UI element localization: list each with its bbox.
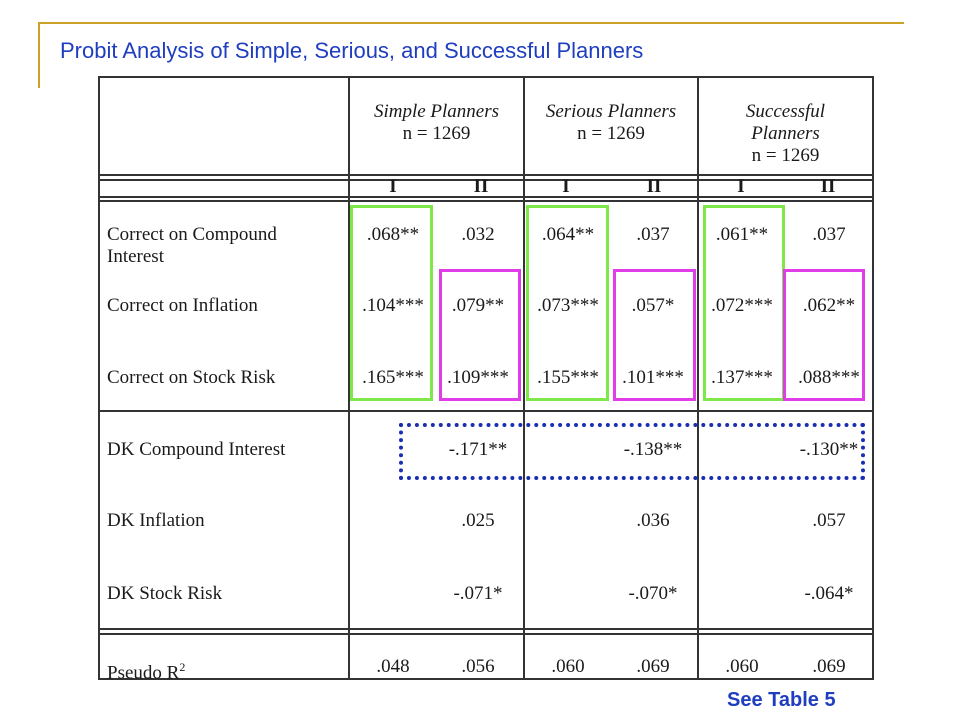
table-cell: .061** [715,224,769,245]
table-cell: .109*** [447,367,509,388]
col-sep-3 [697,76,699,680]
row-label: Correct on Inflation [107,295,258,316]
table-cell: .165*** [362,367,424,388]
row-sep-models-b [98,200,874,202]
row-label: DK Inflation [107,510,205,531]
table-cell: .072*** [711,295,773,316]
table-cell: -.070* [628,583,678,604]
table-cell: .056 [461,656,495,677]
model-label: I [389,176,397,197]
probit-table: Simple Planners n = 1269 Serious Planner… [98,76,874,683]
row-label: DK Compound Interest [107,439,286,460]
table-border-top [98,76,874,78]
model-label: II [646,176,662,197]
table-cell: .032 [461,224,495,245]
highlight-box-simple-model-i [350,205,433,401]
table-border-right [872,76,874,680]
row-label: DK Stock Risk [107,583,223,604]
table-cell: .104*** [362,295,424,316]
table-cell: .062** [802,295,856,316]
table-cell: .155*** [537,367,599,388]
group-header-simple: Simple Planners n = 1269 [373,101,500,144]
model-label: II [473,176,489,197]
row-label: Correct on Stock Risk [107,367,276,388]
table-cell: .057* [631,295,675,316]
row-sep-header-a [98,174,874,176]
model-label: II [820,176,836,197]
decor-top-line [38,22,904,24]
pseudo-r2-label: Pseudo R2 [107,660,186,684]
row-sep-models-a [98,196,874,198]
decor-left-line [38,22,40,88]
table-border-bottom [98,678,874,680]
table-cell: .060 [725,656,759,677]
table-cell: .064** [541,224,595,245]
highlight-box-serious-model-ii [613,269,696,401]
col-sep-2 [523,76,525,680]
table-cell: .068** [366,224,420,245]
table-cell: .048 [376,656,410,677]
row-sep-r2-b [98,633,874,635]
table-border-left [98,76,100,680]
row-sep-dk [98,410,874,412]
table-cell: -.138** [623,439,683,460]
model-label: I [562,176,570,197]
table-cell: .079** [451,295,505,316]
highlight-box-simple-model-ii [439,269,521,401]
highlight-box-serious-model-i [526,205,609,401]
table-cell: -.130** [799,439,859,460]
table-cell: .037 [636,224,670,245]
table-cell: .069 [636,656,670,677]
model-label: I [737,176,745,197]
group-header-successful: Successful Planners n = 1269 [745,101,826,166]
table-cell: .073*** [537,295,599,316]
see-table-link[interactable]: See Table 5 [727,689,836,711]
highlight-box-successful-model-ii [783,269,865,401]
table-cell: .037 [812,224,846,245]
row-label: Correct on Compound Interest [107,224,277,267]
table-cell: .057 [812,510,846,531]
table-cell: .137*** [711,367,773,388]
row-sep-r2-a [98,628,874,630]
highlight-box-successful-model-i [703,205,785,401]
table-cell: .069 [812,656,846,677]
table-cell: -.071* [453,583,503,604]
highlight-box-dk-compound-interest [399,423,865,480]
table-cell: .101*** [622,367,684,388]
group-header-serious: Serious Planners n = 1269 [545,101,677,144]
table-cell: .060 [551,656,585,677]
table-cell: .088*** [798,367,860,388]
table-cell: .036 [636,510,670,531]
table-cell: -.171** [448,439,508,460]
col-sep-1 [348,76,350,680]
row-sep-header-b [98,179,874,181]
table-cell: .025 [461,510,495,531]
slide-title: Probit Analysis of Simple, Serious, and … [60,38,644,63]
table-cell: -.064* [804,583,854,604]
